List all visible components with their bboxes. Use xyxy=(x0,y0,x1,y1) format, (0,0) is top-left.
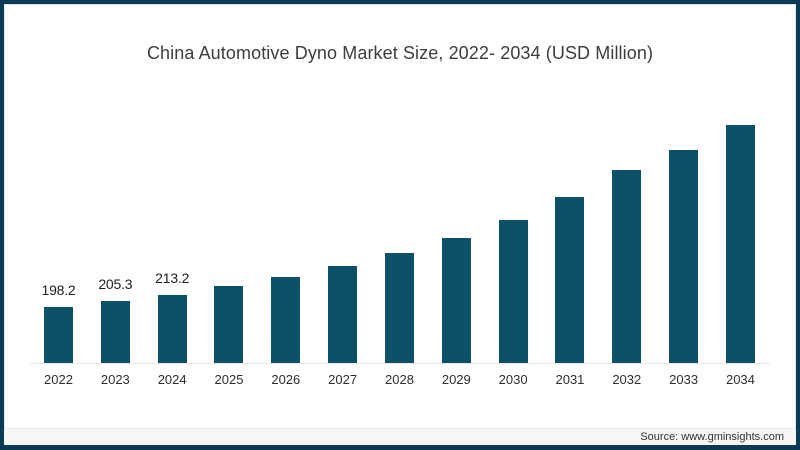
bar-column xyxy=(214,286,244,363)
bar xyxy=(384,253,414,363)
source-note: Source: www.gminsights.com xyxy=(640,431,784,443)
year-label: 2028 xyxy=(385,372,414,387)
bar-column xyxy=(612,170,642,363)
bar xyxy=(328,266,358,363)
bar-column xyxy=(328,266,358,363)
bar xyxy=(555,197,585,363)
x-axis-labels: 2022 2023 2024 2025 2026 2027 2028 2029 … xyxy=(44,372,755,388)
bar-column: 205.3 xyxy=(98,276,133,363)
x-axis-line xyxy=(30,363,770,364)
year-label: 2026 xyxy=(271,372,301,387)
bar xyxy=(725,125,755,363)
bar xyxy=(498,220,528,363)
year-label: 2033 xyxy=(669,372,699,387)
bar xyxy=(612,170,642,363)
year-label: 2034 xyxy=(725,372,755,387)
bar-column xyxy=(725,125,755,363)
bar-column xyxy=(498,220,528,363)
bar xyxy=(44,307,73,363)
bar xyxy=(214,286,244,363)
bar-value-label: 205.3 xyxy=(98,276,133,292)
bar-value-label: 213.2 xyxy=(155,270,190,286)
year-label: 2022 xyxy=(44,372,73,387)
chart-title: China Automotive Dyno Market Size, 2022-… xyxy=(146,43,654,63)
year-label: 2030 xyxy=(498,372,528,387)
year-label: 2025 xyxy=(214,372,244,387)
bar-column xyxy=(384,253,414,363)
bar-column: 213.2 xyxy=(155,270,190,363)
year-label: 2032 xyxy=(612,372,642,387)
year-label: 2024 xyxy=(157,372,187,387)
bar xyxy=(271,277,301,363)
bar xyxy=(100,301,130,363)
year-label: 2027 xyxy=(328,372,358,387)
bar-column xyxy=(441,238,471,363)
plot-area: 198.2 205.3 213.2 xyxy=(41,4,755,363)
year-label: 2029 xyxy=(441,372,471,387)
bar xyxy=(441,238,471,363)
year-label: 2023 xyxy=(100,372,130,387)
footer-strip: Source: www.gminsights.com xyxy=(4,428,796,445)
bar-column xyxy=(669,150,699,363)
bar-column: 198.2 xyxy=(41,282,76,363)
bar-column xyxy=(555,197,585,363)
bar xyxy=(669,150,699,363)
bar-value-label: 198.2 xyxy=(41,282,76,298)
bar-column xyxy=(271,277,301,363)
year-label: 2031 xyxy=(555,372,585,387)
bar xyxy=(157,295,187,363)
